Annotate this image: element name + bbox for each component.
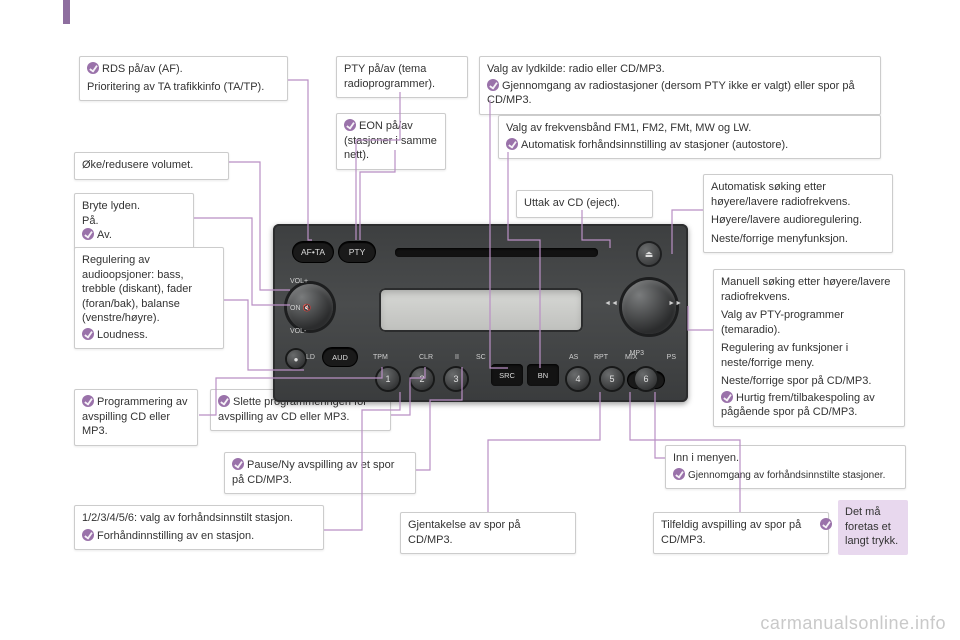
label-vol-minus: VOL- xyxy=(290,328,306,335)
text: Det må foretas et langt trykk. xyxy=(845,505,901,549)
callout-volume: Øke/redusere volumet. xyxy=(74,152,229,180)
text: Neste/forrige spor på CD/MP3. xyxy=(721,374,897,389)
text: PTY på/av (tema radioprogrammer). xyxy=(344,62,460,91)
label-clr: CLR xyxy=(419,354,433,361)
press-icon xyxy=(82,228,94,240)
callout-rds: RDS på/av (AF). Prioritering av TA trafi… xyxy=(79,56,288,101)
text: 1/2/3/4/5/6: valg av forhåndsinnstilt st… xyxy=(82,511,316,526)
text: Gjennomgang av radiostasjoner (dersom PT… xyxy=(487,80,855,107)
text: Manuell søking etter høyere/lavere radio… xyxy=(721,275,897,304)
btn-pty[interactable]: PTY xyxy=(339,242,375,262)
label-ld: LD xyxy=(306,354,315,361)
press-icon xyxy=(218,395,230,407)
text: Valg av PTY-programmer (temaradio). xyxy=(721,308,897,337)
text: Gjentakelse av spor på CD/MP3. xyxy=(408,518,568,547)
text: Valg av lydkilde: radio eller CD/MP3. xyxy=(487,62,873,77)
label-tpm: TPM xyxy=(373,354,388,361)
label-sc: SC xyxy=(476,354,486,361)
callout-pause: Pause/Ny avspilling av et spor på CD/MP3… xyxy=(224,452,416,494)
label-rpt: RPT xyxy=(594,354,608,361)
callout-band: Valg av frekvensbånd FM1, FM2, FMt, MW o… xyxy=(498,115,881,159)
label-prev-icon: ◄◄ xyxy=(604,300,618,307)
callout-manualseek: Manuell søking etter høyere/lavere radio… xyxy=(713,269,905,427)
text: Gjennomgang av forhåndsinnstilte stasjon… xyxy=(688,470,885,481)
btn-af-ta[interactable]: AF•TA xyxy=(293,242,333,262)
text: Hurtig frem/tilbakespoling av pågående s… xyxy=(721,392,875,419)
press-icon xyxy=(506,138,518,150)
btn-preset-6[interactable]: 6 xyxy=(635,368,657,390)
text: Valg av frekvensbånd FM1, FM2, FMt, MW o… xyxy=(506,121,873,136)
callout-autoseek: Automatisk søking etter høyere/lavere ra… xyxy=(703,174,893,253)
text: Inn i menyen. xyxy=(673,451,898,466)
press-icon xyxy=(232,458,244,470)
btn-bn[interactable]: BN xyxy=(527,364,559,386)
btn-preset-5[interactable]: 5 xyxy=(601,368,623,390)
text: Regulering av audioopsjoner: bass, trebb… xyxy=(82,253,216,326)
press-icon xyxy=(820,518,832,530)
label-ps: PS xyxy=(667,354,676,361)
radio-display xyxy=(379,288,583,332)
text: Loudness. xyxy=(97,329,148,341)
label-mp3: MP3 xyxy=(630,350,644,357)
text: Pause/Ny avspilling av et spor på CD/MP3… xyxy=(232,459,394,486)
callout-source: Valg av lydkilde: radio eller CD/MP3. Gj… xyxy=(479,56,881,115)
text: Bryte lyden. xyxy=(82,199,186,214)
label-next-icon: ►► xyxy=(668,300,682,307)
text: Automatisk søking etter høyere/lavere ra… xyxy=(711,180,885,209)
text: Øke/redusere volumet. xyxy=(82,158,221,173)
label-on: ON 🔇 xyxy=(290,304,311,312)
text: Regulering av funksjoner i neste/forrige… xyxy=(721,341,897,370)
knob-tune[interactable] xyxy=(622,280,676,334)
btn-preset-2[interactable]: 2 xyxy=(411,368,433,390)
press-icon xyxy=(87,62,99,74)
btn-ld[interactable]: ● xyxy=(287,350,305,368)
press-icon xyxy=(82,529,94,541)
callout-rpt: Gjentakelse av spor på CD/MP3. xyxy=(400,512,576,554)
callout-eject: Uttak av CD (eject). xyxy=(516,190,653,218)
label-vol-plus: VOL+ xyxy=(290,278,308,285)
callout-tpm: Programmering av avspilling CD eller MP3… xyxy=(74,389,198,446)
label-as: AS xyxy=(569,354,578,361)
text: Tilfeldig avspilling av spor på CD/MP3. xyxy=(661,518,821,547)
callout-eon: EON på/av (stasjoner i samme nett). xyxy=(336,113,446,170)
press-icon xyxy=(487,79,499,91)
note-longpress: Det må foretas et langt trykk. xyxy=(838,500,908,555)
btn-preset-1[interactable]: 1 xyxy=(377,368,399,390)
callout-aud: Regulering av audioopsjoner: bass, trebb… xyxy=(74,247,224,349)
btn-aud[interactable]: AUD xyxy=(323,348,357,366)
btn-src[interactable]: SRC xyxy=(491,364,523,386)
text: Uttak av CD (eject). xyxy=(524,196,645,211)
press-icon xyxy=(673,468,685,480)
press-icon xyxy=(344,119,356,131)
press-icon xyxy=(721,391,733,403)
press-icon xyxy=(82,395,94,407)
left-accent-bar xyxy=(63,0,70,24)
btn-preset-3[interactable]: 3 xyxy=(445,368,467,390)
press-icon xyxy=(82,328,94,340)
text: Neste/forrige menyfunksjon. xyxy=(711,232,885,247)
text: Automatisk forhåndsinnstilling av stasjo… xyxy=(521,139,788,151)
text: Forhåndinnstilling av en stasjon. xyxy=(97,530,254,542)
text: Av. xyxy=(97,229,112,241)
callout-pty: PTY på/av (tema radioprogrammer). xyxy=(336,56,468,98)
text: Høyere/lavere audioregulering. xyxy=(711,213,885,228)
callout-mute: Bryte lyden. På. Av. xyxy=(74,193,194,250)
callout-mix: Tilfeldig avspilling av spor på CD/MP3. xyxy=(653,512,829,554)
text: EON på/av (stasjoner i samme nett). xyxy=(344,120,437,161)
car-radio-unit: AF•TA PTY ⏏ VOL+ ON 🔇 VOL- ◄◄ ►► ● LD AU… xyxy=(273,224,688,402)
text: Prioritering av TA trafikkinfo (TA/TP). xyxy=(87,80,280,95)
cd-slot[interactable] xyxy=(395,248,598,257)
callout-menu: Inn i menyen. Gjennomgang av forhåndsinn… xyxy=(665,445,906,489)
watermark: carmanualsonline.info xyxy=(760,613,946,634)
callout-presets: 1/2/3/4/5/6: valg av forhåndsinnstilt st… xyxy=(74,505,324,550)
text: RDS på/av (AF). xyxy=(102,63,183,75)
label-pause: II xyxy=(455,354,459,361)
btn-eject[interactable]: ⏏ xyxy=(638,243,660,265)
text: Programmering av avspilling CD eller MP3… xyxy=(82,396,187,437)
text: På. xyxy=(82,214,186,229)
btn-preset-4[interactable]: 4 xyxy=(567,368,589,390)
